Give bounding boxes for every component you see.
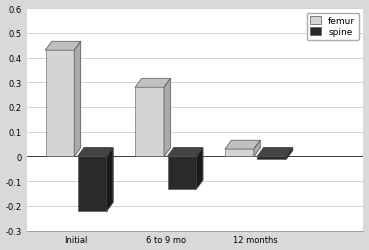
Polygon shape [135,79,170,88]
Polygon shape [45,42,80,51]
Polygon shape [258,148,293,157]
Polygon shape [78,148,113,157]
Polygon shape [254,141,260,157]
Bar [225,150,254,157]
Polygon shape [168,148,203,157]
Polygon shape [107,148,113,211]
Polygon shape [225,141,260,150]
Bar [168,157,196,189]
Polygon shape [286,148,293,159]
Polygon shape [74,42,80,157]
Bar [258,157,286,159]
Legend: femur, spine: femur, spine [307,14,359,40]
Polygon shape [164,79,170,157]
Bar [78,157,107,211]
Bar [45,51,74,157]
Bar [135,88,164,157]
Polygon shape [196,148,203,189]
